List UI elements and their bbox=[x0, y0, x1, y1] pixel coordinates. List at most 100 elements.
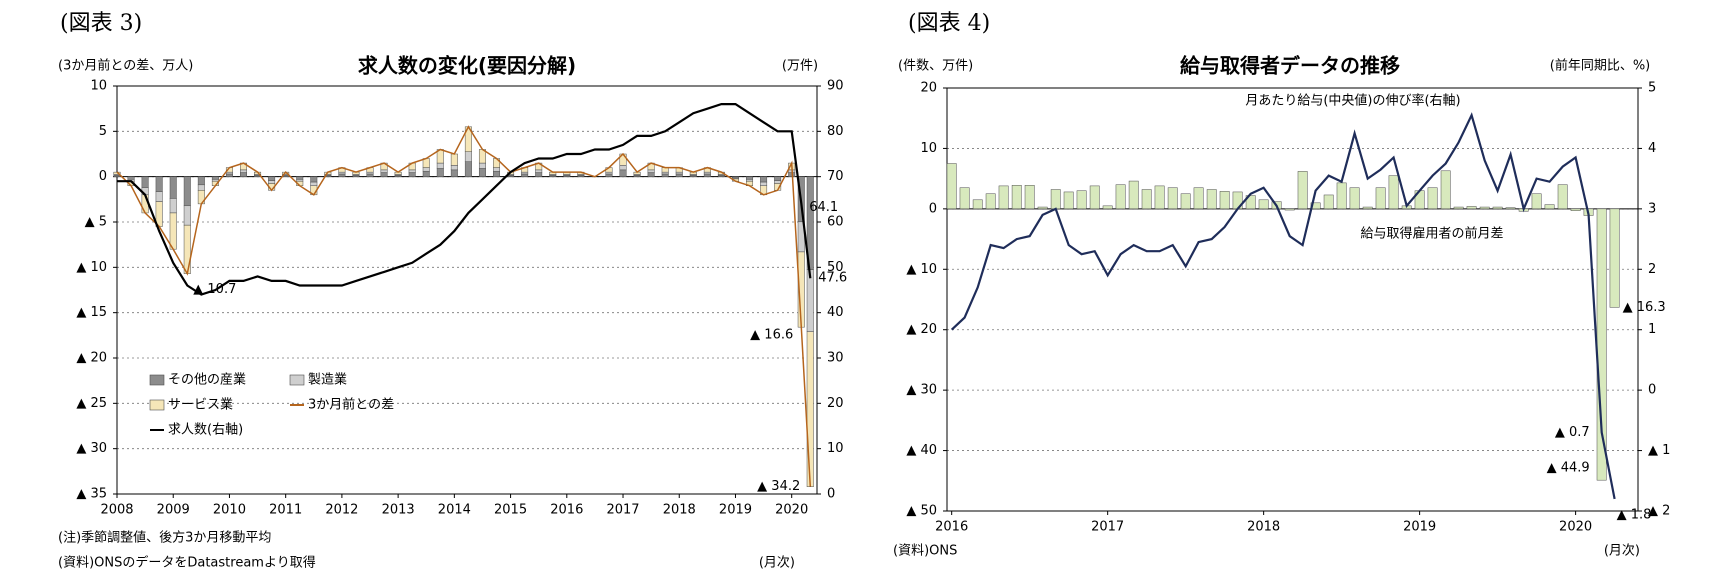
legend-label: 製造業 bbox=[308, 372, 347, 388]
bar bbox=[1388, 175, 1399, 210]
value-label: ▲ 16.6 bbox=[750, 328, 793, 343]
x-tick-label: 2016 bbox=[935, 520, 968, 535]
bar bbox=[296, 179, 304, 182]
x-tick-label: 2019 bbox=[719, 503, 752, 518]
bar bbox=[493, 170, 501, 177]
bar bbox=[1284, 208, 1295, 211]
legend-label: 3か月前との差 bbox=[308, 397, 394, 413]
bar bbox=[1206, 189, 1217, 210]
bar bbox=[366, 173, 374, 177]
bar bbox=[1349, 187, 1360, 210]
bar bbox=[959, 187, 970, 210]
bar bbox=[1544, 204, 1555, 210]
y-tick-label: 5 bbox=[99, 124, 107, 139]
bar bbox=[619, 169, 627, 177]
bar bbox=[774, 176, 782, 181]
bar bbox=[1115, 184, 1126, 210]
bar bbox=[521, 171, 529, 175]
bar bbox=[1050, 189, 1061, 210]
y2-tick-label: 80 bbox=[827, 124, 844, 139]
bar bbox=[1362, 206, 1373, 210]
bar bbox=[211, 179, 219, 182]
bar bbox=[436, 162, 444, 169]
y2-tick-label: 10 bbox=[827, 441, 844, 456]
bar bbox=[155, 176, 163, 192]
bar bbox=[450, 153, 458, 166]
x-unit: (月次) bbox=[1604, 543, 1640, 559]
bar bbox=[998, 185, 1009, 210]
bar bbox=[675, 171, 683, 175]
bar bbox=[450, 169, 458, 177]
x-unit: (月次) bbox=[759, 555, 795, 571]
value-label: 47.6 bbox=[818, 271, 847, 286]
value-label: ▲ 0.7 bbox=[1555, 425, 1590, 440]
bar bbox=[1297, 171, 1308, 210]
bar bbox=[169, 176, 177, 199]
bar bbox=[408, 169, 416, 173]
bar bbox=[127, 176, 135, 180]
bar bbox=[806, 269, 814, 332]
bar bbox=[296, 176, 304, 180]
y2-tick-label: 40 bbox=[827, 305, 844, 320]
bar bbox=[675, 173, 683, 177]
chart-title: 給与取得者データの推移 bbox=[1180, 54, 1400, 78]
bar bbox=[1440, 170, 1451, 210]
value-label: ▲ 1.8 bbox=[1617, 507, 1652, 522]
bar bbox=[450, 165, 458, 171]
y2-tick-label: 60 bbox=[827, 215, 844, 230]
bar bbox=[746, 179, 754, 182]
x-tick-label: 2018 bbox=[663, 503, 696, 518]
x-tick-label: 2017 bbox=[1091, 520, 1124, 535]
y2-tick-label: 0 bbox=[1648, 383, 1656, 398]
bar bbox=[1141, 189, 1152, 210]
legend-label: 求人数(右軸) bbox=[168, 423, 243, 438]
bar bbox=[521, 173, 529, 177]
note: (注)季節調整値、後方3か月移動平均 bbox=[58, 530, 271, 546]
legend-swatch bbox=[149, 374, 165, 386]
y2-tick-label: ▲ 1 bbox=[1648, 443, 1670, 458]
bar bbox=[169, 198, 177, 214]
x-tick-label: 2015 bbox=[494, 503, 527, 518]
bar bbox=[703, 173, 711, 177]
bar bbox=[464, 161, 472, 177]
y2-axis-label: (万件) bbox=[782, 59, 818, 74]
bar bbox=[155, 191, 163, 202]
bar bbox=[647, 169, 655, 173]
value-label: ▲ 44.9 bbox=[1547, 461, 1590, 476]
bar bbox=[760, 181, 768, 186]
legend-label: サービス業 bbox=[168, 397, 233, 413]
bar bbox=[338, 171, 346, 175]
y2-axis-label: (前年同期比、%) bbox=[1550, 58, 1651, 74]
bar bbox=[141, 176, 149, 188]
y-tick-label: ▲ 40 bbox=[906, 443, 937, 458]
bar bbox=[605, 173, 613, 177]
bar bbox=[225, 173, 233, 177]
bar bbox=[1596, 208, 1607, 481]
bar bbox=[183, 205, 191, 226]
y-tick-label: 10 bbox=[90, 79, 107, 94]
bar bbox=[535, 172, 543, 177]
y-tick-label: ▲ 20 bbox=[76, 351, 107, 366]
y-tick-label: ▲ 5 bbox=[85, 215, 107, 230]
bar bbox=[1128, 180, 1139, 210]
y-tick-label: 20 bbox=[920, 81, 937, 96]
bar bbox=[972, 199, 983, 210]
y2-tick-label: 4 bbox=[1648, 141, 1656, 156]
x-tick-label: 2008 bbox=[100, 503, 133, 518]
bar bbox=[1063, 191, 1074, 210]
value-label: ▲ 34.2 bbox=[757, 479, 800, 494]
bar bbox=[1453, 206, 1464, 210]
y2-tick-label: 70 bbox=[827, 169, 844, 184]
bar bbox=[310, 176, 318, 183]
y2-tick-label: ▲ 2 bbox=[1648, 504, 1670, 519]
bar bbox=[408, 172, 416, 177]
x-tick-label: 2018 bbox=[1247, 520, 1280, 535]
bar bbox=[1375, 187, 1386, 210]
x-tick-label: 2016 bbox=[550, 503, 583, 518]
x-tick-label: 2012 bbox=[325, 503, 358, 518]
y2-tick-label: 90 bbox=[827, 79, 844, 94]
bar bbox=[1479, 206, 1490, 210]
bar bbox=[1557, 184, 1568, 210]
y2-tick-label: 1 bbox=[1648, 322, 1656, 337]
